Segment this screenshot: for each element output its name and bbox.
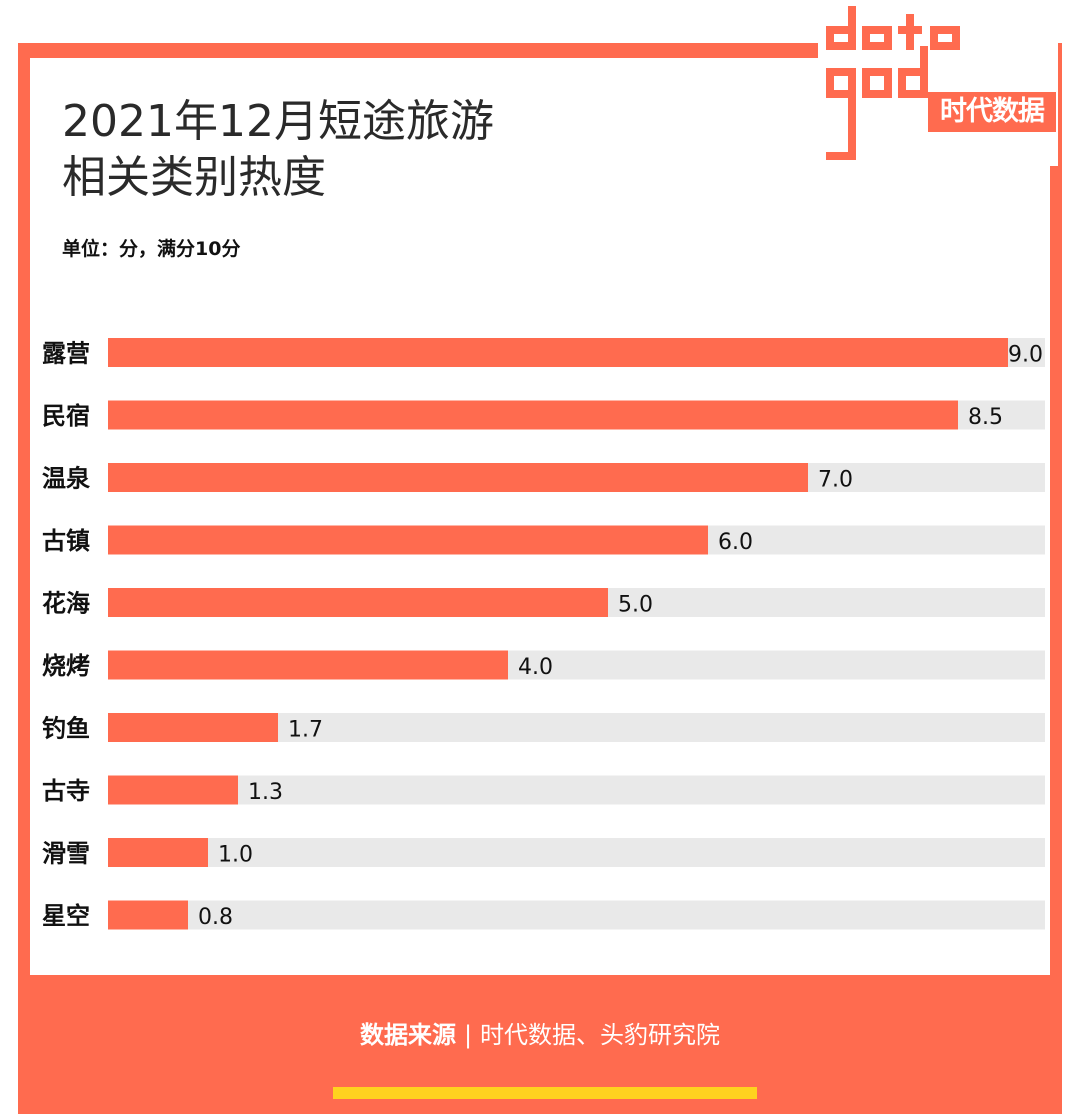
datagoo-logo: [818, 6, 1058, 166]
source-separator: |: [463, 1021, 473, 1049]
value-label: 9.0: [1008, 343, 1043, 368]
logo-wordmark: 时代数据: [928, 92, 1056, 132]
category-label: 露营: [42, 340, 90, 368]
category-label: 滑雪: [42, 840, 90, 868]
category-label: 钓鱼: [42, 715, 90, 743]
source-label: 数据来源: [359, 1021, 456, 1049]
bar-track: [108, 900, 1045, 930]
source-footer: 数据来源 | 时代数据、头豹研究院: [0, 1018, 1080, 1052]
bar: [108, 775, 238, 805]
value-label: 4.0: [518, 655, 553, 680]
bar: [108, 463, 808, 492]
value-label: 7.0: [818, 468, 853, 493]
bar: [108, 338, 1008, 367]
category-label: 古寺: [42, 777, 90, 805]
bar: [108, 525, 708, 555]
category-label: 民宿: [42, 402, 90, 430]
value-label: 1.7: [288, 718, 323, 743]
bar-track: [108, 838, 1045, 867]
chart-title: 2021年12月短途旅游 相关类别热度: [62, 96, 494, 203]
unit-note: 单位：分，满分10分: [62, 238, 241, 260]
value-label: 1.0: [218, 843, 253, 868]
category-label: 烧烤: [42, 652, 90, 680]
bar-track: [108, 775, 1045, 805]
bar: [108, 900, 188, 930]
category-label: 花海: [42, 590, 90, 618]
value-label: 6.0: [718, 530, 753, 555]
bar: [108, 400, 958, 430]
category-label: 古镇: [42, 527, 90, 555]
value-label: 8.5: [968, 405, 1003, 430]
source-text: 时代数据、头豹研究院: [480, 1021, 721, 1049]
bar: [108, 650, 508, 680]
value-label: 1.3: [248, 780, 283, 805]
bar: [108, 713, 278, 742]
bar: [108, 588, 608, 617]
bar: [108, 838, 208, 867]
bottom-accent-strip: [333, 1087, 757, 1099]
value-label: 5.0: [618, 593, 653, 618]
category-label: 温泉: [42, 465, 91, 493]
category-label: 星空: [42, 902, 90, 930]
value-label: 0.8: [198, 905, 233, 930]
chart-card: [30, 58, 1050, 975]
